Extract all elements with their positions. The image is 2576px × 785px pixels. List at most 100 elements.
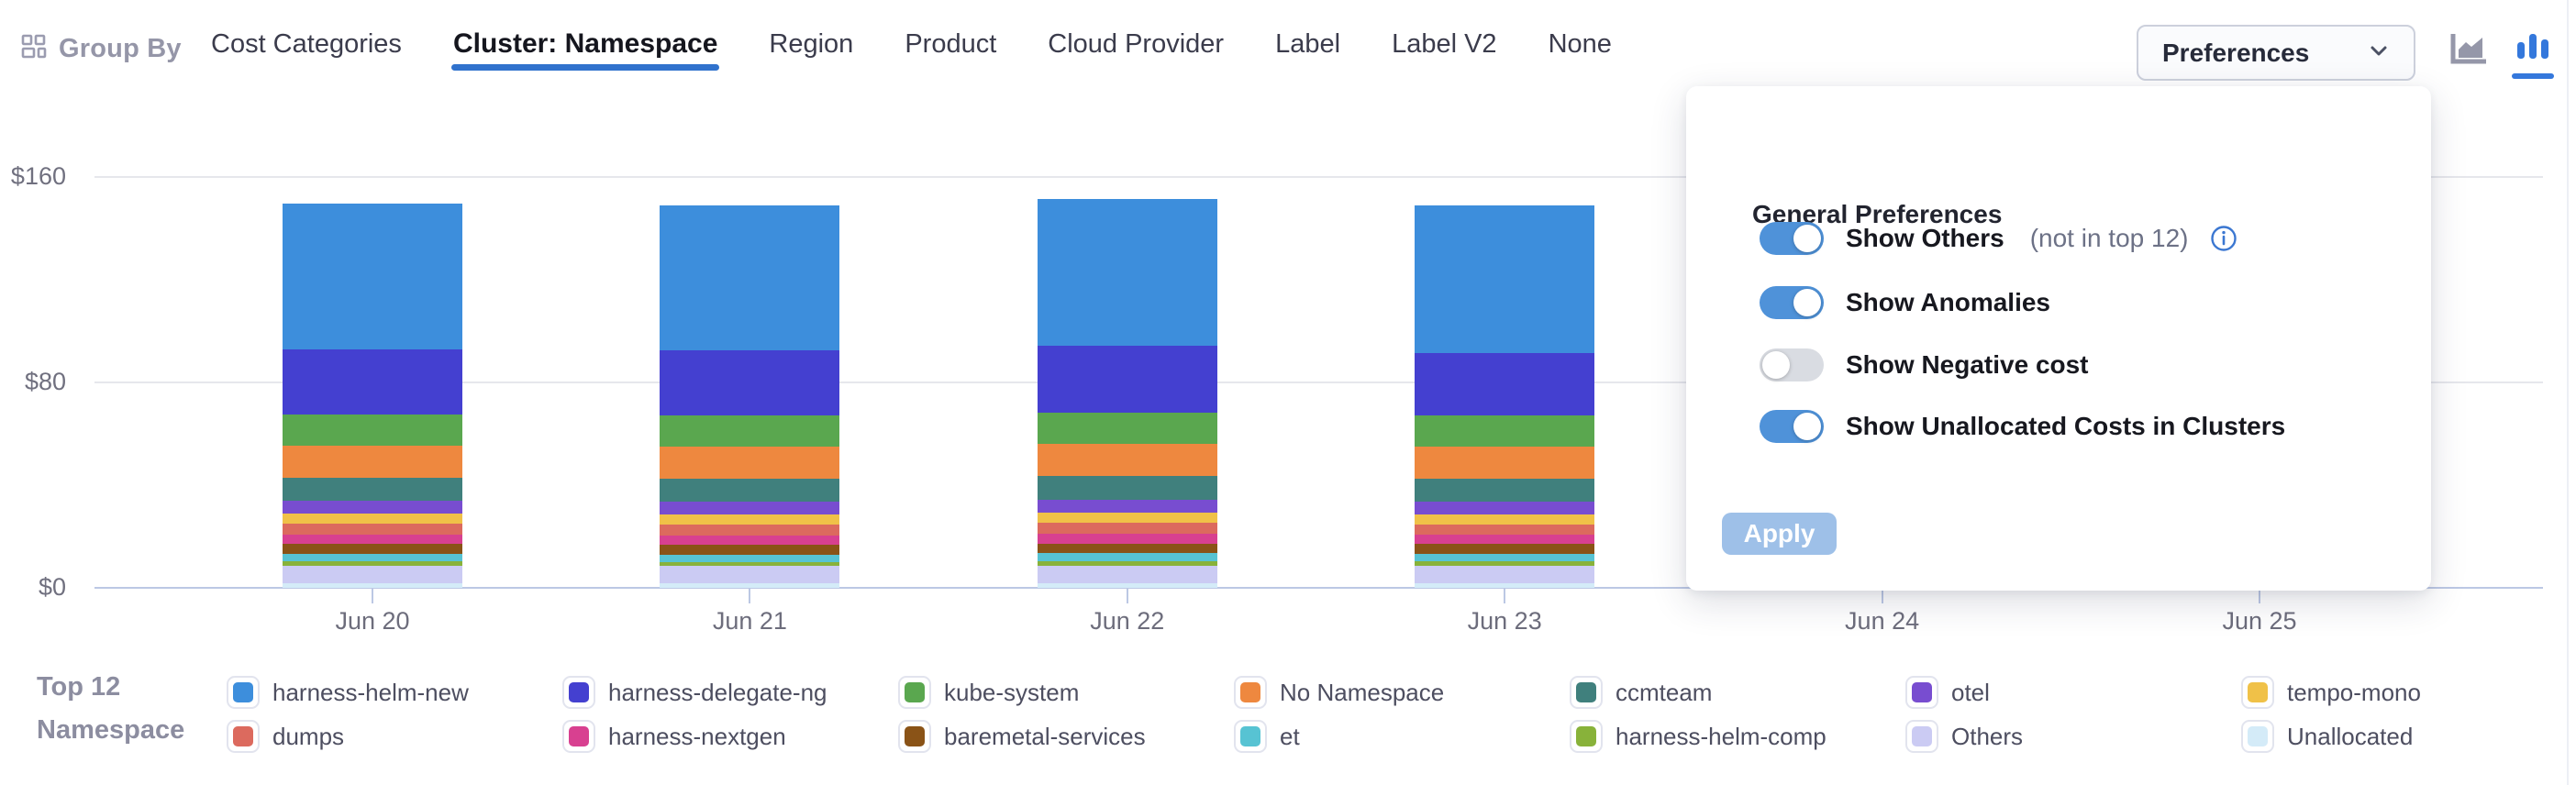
bar-segment-no-namespace[interactable]	[1415, 446, 1595, 479]
bar-segment-et[interactable]	[1415, 554, 1595, 562]
bar-segment-baremetal-services[interactable]	[1415, 544, 1595, 555]
x-axis-tick	[749, 588, 751, 603]
bar-segment-ccmteam[interactable]	[660, 478, 840, 502]
bar-segment-harness-nextgen[interactable]	[283, 535, 462, 545]
tab-none[interactable]: None	[1548, 28, 1612, 59]
bar-segment-otel[interactable]	[660, 501, 840, 514]
bar-segment-et[interactable]	[660, 554, 840, 562]
bar-segment-tempo-mono[interactable]	[660, 514, 840, 525]
toggle-show-anomalies[interactable]	[1760, 286, 1824, 319]
tab-cost-categories[interactable]: Cost Categories	[211, 28, 402, 59]
tab-region[interactable]: Region	[769, 28, 854, 59]
bar-segment-harness-helm-new[interactable]	[283, 203, 462, 350]
bar-segment-harness-delegate-ng[interactable]	[283, 349, 462, 415]
bar-segment-dumps[interactable]	[283, 524, 462, 536]
bar-segment-unallocated[interactable]	[1037, 582, 1217, 588]
legend-item-harness-helm-comp[interactable]: harness-helm-comp	[1570, 714, 1905, 758]
legend-item-baremetal-services[interactable]: baremetal-services	[898, 714, 1234, 758]
info-icon[interactable]	[2210, 225, 2237, 252]
legend-title: Top 12 Namespace	[37, 666, 184, 752]
bar-segment-harness-nextgen[interactable]	[1415, 535, 1595, 545]
bar-segment-harness-nextgen[interactable]	[1037, 534, 1217, 544]
bar-segment-others[interactable]	[660, 566, 840, 584]
legend-item-otel[interactable]: otel	[1905, 670, 2241, 714]
bar-segment-tempo-mono[interactable]	[283, 514, 462, 524]
legend-item-et[interactable]: et	[1234, 714, 1570, 758]
toggle-show-unallocated-costs-in-clusters[interactable]	[1760, 410, 1824, 443]
bar-segment-ccmteam[interactable]	[1415, 478, 1595, 502]
legend-swatch	[1234, 676, 1267, 709]
bar-segment-baremetal-services[interactable]	[660, 544, 840, 555]
legend-item-tempo-mono[interactable]: tempo-mono	[2241, 670, 2576, 714]
bar-segment-others[interactable]	[283, 565, 462, 583]
group-by: Group By	[20, 33, 182, 65]
bar-segment-harness-helm-comp[interactable]	[283, 561, 462, 566]
bar-segment-no-namespace[interactable]	[283, 446, 462, 479]
legend-item-ccmteam[interactable]: ccmteam	[1570, 670, 1905, 714]
bar-segment-others[interactable]	[1415, 565, 1595, 583]
bar-segment-dumps[interactable]	[1415, 524, 1595, 536]
legend-title-line1: Top 12	[37, 672, 121, 702]
legend-item-harness-helm-new[interactable]: harness-helm-new	[227, 670, 562, 714]
bar-segment-unallocated[interactable]	[1415, 582, 1595, 588]
y-axis-tick-label: $0	[38, 573, 66, 601]
chevron-down-icon	[2366, 38, 2392, 68]
tab-cluster-namespace[interactable]: Cluster: Namespace	[450, 5, 720, 83]
bar-segment-harness-helm-comp[interactable]	[1037, 560, 1217, 566]
bar-segment-harness-helm-comp[interactable]	[660, 561, 840, 567]
bar-segment-kube-system[interactable]	[283, 415, 462, 447]
bar-segment-harness-nextgen[interactable]	[660, 535, 840, 545]
bar-segment-ccmteam[interactable]	[283, 478, 462, 502]
bar-segment-tempo-mono[interactable]	[1415, 514, 1595, 525]
x-axis-tick-label: Jun 22	[1090, 607, 1165, 635]
toggle-show-others[interactable]	[1760, 222, 1824, 255]
bar-segment-kube-system[interactable]	[660, 415, 840, 447]
bar-segment-kube-system[interactable]	[1037, 412, 1217, 444]
bar-segment-unallocated[interactable]	[283, 582, 462, 588]
bar-segment-harness-helm-new[interactable]	[1037, 198, 1217, 346]
bar-segment-baremetal-services[interactable]	[1037, 543, 1217, 554]
bar-segment-tempo-mono[interactable]	[1037, 512, 1217, 524]
apply-button[interactable]: Apply	[1722, 513, 1837, 555]
bar-segment-others[interactable]	[1037, 565, 1217, 583]
bar-segment-et[interactable]	[283, 554, 462, 562]
bar-segment-otel[interactable]	[283, 501, 462, 514]
bar-segment-kube-system[interactable]	[1415, 415, 1595, 447]
legend-label: otel	[1951, 678, 1990, 706]
bar-segment-harness-delegate-ng[interactable]	[1415, 352, 1595, 416]
bar-segment-harness-helm-new[interactable]	[660, 205, 840, 350]
bar-segment-harness-delegate-ng[interactable]	[1037, 345, 1217, 413]
tab-cloud-provider[interactable]: Cloud Provider	[1048, 28, 1225, 59]
bar-segment-no-namespace[interactable]	[660, 447, 840, 479]
tab-product[interactable]: Product	[905, 28, 997, 59]
bar-segment-no-namespace[interactable]	[1037, 443, 1217, 477]
bar-segment-otel[interactable]	[1037, 499, 1217, 513]
bar-segment-harness-helm-comp[interactable]	[1415, 561, 1595, 566]
tab-label[interactable]: Label	[1275, 28, 1341, 59]
legend-item-kube-system[interactable]: kube-system	[898, 670, 1234, 714]
bar-chart-icon[interactable]	[2512, 31, 2554, 79]
bar-segment-et[interactable]	[1037, 553, 1217, 561]
bar-segment-dumps[interactable]	[660, 525, 840, 536]
bar-segment-ccmteam[interactable]	[1037, 476, 1217, 500]
legend-item-harness-delegate-ng[interactable]: harness-delegate-ng	[562, 670, 898, 714]
bar-segment-harness-delegate-ng[interactable]	[660, 350, 840, 416]
bar-segment-harness-helm-new[interactable]	[1415, 205, 1595, 353]
preferences-dropdown[interactable]: Preferences	[2137, 25, 2415, 81]
bar-segment-baremetal-services[interactable]	[283, 544, 462, 555]
x-axis-tick	[1881, 588, 1883, 603]
toggle-knob	[1793, 225, 1821, 252]
legend-swatch	[1570, 720, 1603, 753]
bar-segment-dumps[interactable]	[1037, 523, 1217, 535]
legend-item-no-namespace[interactable]: No Namespace	[1234, 670, 1570, 714]
area-chart-icon[interactable]	[2448, 31, 2490, 79]
bar-segment-unallocated[interactable]	[660, 583, 840, 588]
bar-segment-otel[interactable]	[1415, 501, 1595, 514]
x-axis-tick-label: Jun 23	[1467, 607, 1542, 635]
legend-item-unallocated[interactable]: Unallocated	[2241, 714, 2576, 758]
legend-item-dumps[interactable]: dumps	[227, 714, 562, 758]
legend-item-others[interactable]: Others	[1905, 714, 2241, 758]
tab-label-v2[interactable]: Label V2	[1392, 28, 1497, 59]
toggle-show-negative-cost[interactable]	[1760, 348, 1824, 381]
legend-item-harness-nextgen[interactable]: harness-nextgen	[562, 714, 898, 758]
